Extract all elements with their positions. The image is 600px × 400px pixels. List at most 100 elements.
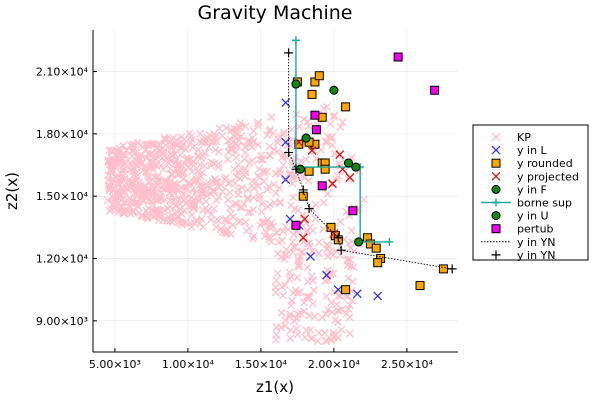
kp-point — [198, 190, 207, 199]
kp-point — [292, 324, 301, 333]
pertub-point — [393, 52, 403, 62]
borne-sup-point — [291, 36, 300, 45]
y-in-u-point — [344, 158, 353, 168]
kp-point — [306, 242, 314, 251]
kp-point — [141, 140, 150, 149]
legend-y-in-l-label: y in L — [517, 144, 548, 157]
kp-point — [345, 329, 354, 338]
kp-point — [288, 237, 297, 246]
kp-point — [145, 185, 154, 194]
kp-point — [176, 219, 185, 228]
kp-point — [250, 184, 259, 192]
kp-point — [143, 171, 152, 180]
kp-point — [237, 132, 246, 141]
kp-point — [224, 148, 233, 157]
kp-point — [153, 180, 162, 189]
kp-point — [157, 161, 166, 170]
kp-point — [329, 333, 338, 342]
kp-point — [123, 185, 132, 194]
kp-point — [336, 123, 345, 131]
kp-point — [347, 226, 356, 235]
legend-borne-sup-marker — [492, 198, 500, 207]
legend-pertub-label: pertub — [517, 223, 554, 236]
legend-y-in-u-marker — [491, 211, 501, 221]
y-in-l-point — [281, 137, 291, 147]
legend-y-in-l-marker — [491, 145, 501, 155]
y-in-yn-point — [298, 185, 308, 195]
y-in-l-point — [306, 251, 315, 261]
kp-point — [188, 185, 197, 194]
kp-point — [323, 252, 332, 261]
kp-point — [336, 217, 345, 226]
kp-point — [225, 188, 234, 197]
kp-point — [329, 269, 338, 278]
kp-point — [228, 145, 237, 154]
kp-point — [240, 143, 249, 152]
kp-point — [193, 167, 202, 176]
kp-point — [243, 195, 252, 204]
y-rounded-point — [371, 243, 381, 253]
kp-point — [302, 292, 311, 301]
kp-point — [310, 312, 319, 321]
kp-point — [303, 117, 312, 126]
kp-point — [287, 301, 296, 310]
kp-point — [286, 326, 295, 335]
kp-point — [226, 210, 235, 219]
kp-point — [150, 173, 159, 182]
kp-point — [323, 240, 332, 249]
y-in-l-point — [322, 270, 332, 280]
kp-point — [302, 155, 311, 164]
kp-point — [322, 137, 330, 146]
kp-point — [141, 167, 150, 176]
kp-point — [273, 228, 281, 237]
legend-y-projected-marker — [491, 171, 501, 181]
kp-point — [198, 188, 207, 197]
pertub-point — [317, 181, 327, 191]
data-layer — [103, 36, 457, 346]
kp-point — [165, 188, 174, 197]
y-in-yn-point — [304, 204, 314, 214]
kp-point — [265, 220, 274, 229]
kp-point — [185, 129, 194, 138]
kp-point — [333, 306, 342, 315]
kp-point — [332, 300, 341, 309]
kp-point — [336, 251, 344, 259]
kp-point — [186, 138, 195, 147]
kp-point — [148, 158, 157, 167]
kp-point — [269, 222, 278, 231]
kp-point — [328, 308, 337, 317]
kp-point — [162, 153, 171, 162]
kp-point — [119, 151, 128, 159]
y-rounded-point — [373, 258, 383, 268]
kp-point — [258, 199, 266, 208]
kp-point — [278, 227, 287, 236]
kp-point — [348, 277, 357, 286]
legend-y-in-u-label: y in U — [517, 210, 549, 223]
kp-point — [137, 151, 146, 160]
legend-y-rounded-label: y rounded — [517, 157, 573, 170]
pertub-point — [310, 110, 320, 120]
kp-point — [111, 196, 120, 205]
kp-point — [259, 217, 268, 226]
kp-point — [159, 165, 168, 174]
kp-point — [271, 189, 280, 198]
kp-point — [265, 151, 274, 160]
kp-point — [120, 206, 129, 215]
kp-point — [238, 203, 247, 212]
kp-point — [254, 118, 262, 127]
kp-point — [327, 298, 336, 307]
kp-point — [286, 334, 295, 343]
kp-point — [246, 208, 255, 217]
kp-point — [188, 135, 196, 144]
kp-point — [220, 175, 229, 184]
kp-point — [223, 155, 232, 164]
kp-point — [294, 206, 303, 215]
kp-point — [244, 185, 252, 194]
kp-point — [331, 316, 340, 325]
kp-point — [184, 191, 193, 200]
kp-point — [278, 291, 287, 300]
kp-point — [110, 185, 119, 194]
kp-point — [321, 310, 330, 319]
kp-point — [281, 281, 290, 290]
kp-point — [164, 212, 173, 221]
